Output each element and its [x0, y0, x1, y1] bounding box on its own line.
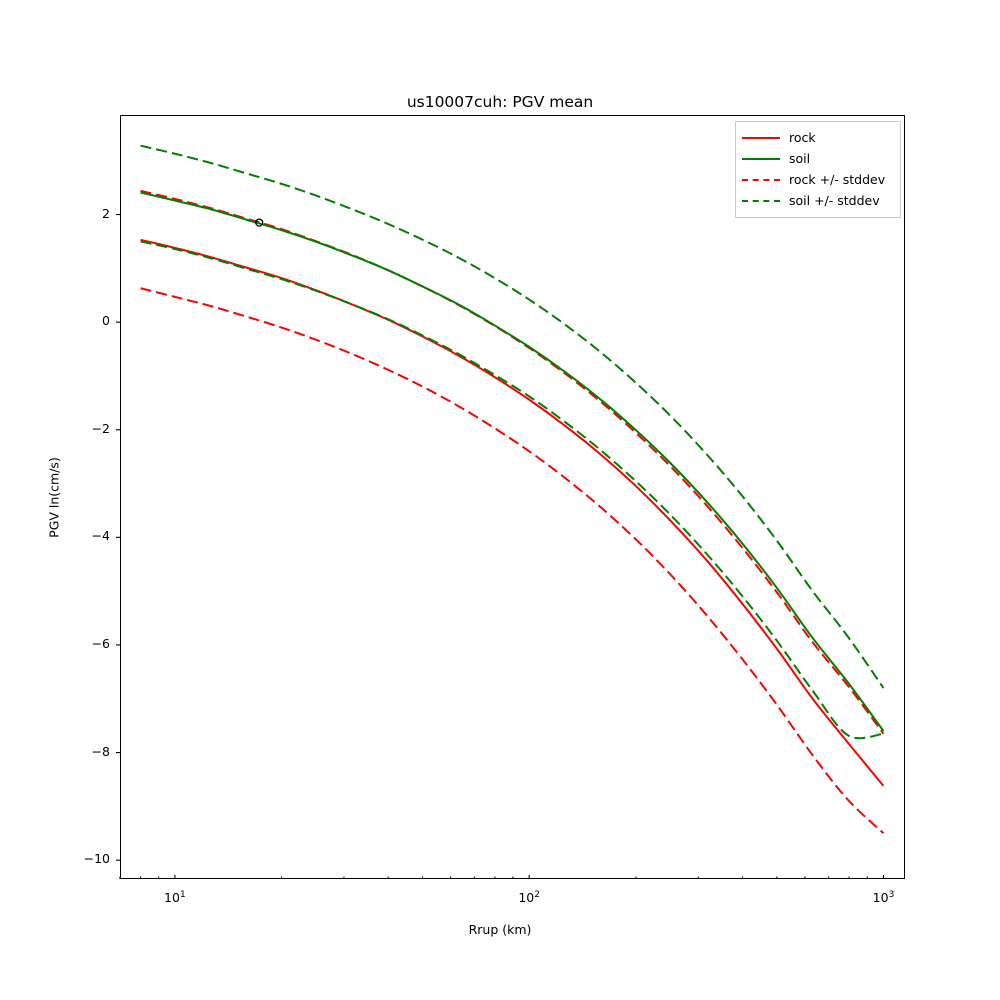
x-axis-label: Rrup (km)	[468, 922, 532, 937]
chart-title: us10007cuh: PGV mean	[406, 93, 594, 111]
y-tick-label: −10	[83, 851, 110, 867]
legend-line-icon	[742, 153, 780, 165]
plot-axes-frame	[120, 115, 905, 879]
y-tick-label: −8	[91, 743, 110, 759]
y-tick-label: −4	[91, 528, 110, 544]
legend-line-icon	[742, 132, 780, 144]
legend: rock soil rock +/- stddev soil +/- stdde…	[735, 121, 901, 218]
x-tick-label: 103	[872, 890, 895, 906]
y-tick-label: 2	[102, 205, 110, 221]
x-tick-label: 101	[164, 890, 186, 906]
y-tick-label: −2	[91, 420, 110, 436]
legend-item-label: rock +/- stddev	[789, 172, 886, 187]
legend-item-label: rock	[789, 130, 816, 145]
y-axis-label: PGV ln(cm/s)	[46, 457, 62, 538]
x-tick-label: 102	[518, 890, 540, 906]
legend-item: soil +/- stddev	[742, 190, 894, 211]
legend-item: rock	[742, 127, 894, 148]
legend-item: rock +/- stddev	[742, 169, 894, 190]
legend-item-label: soil +/- stddev	[789, 193, 880, 208]
legend-line-icon	[742, 174, 780, 186]
legend-line-icon	[742, 195, 780, 207]
legend-item-label: soil	[789, 151, 811, 166]
legend-item: soil	[742, 148, 894, 169]
y-tick-label: 0	[102, 313, 110, 329]
y-tick-label: −6	[91, 635, 110, 651]
